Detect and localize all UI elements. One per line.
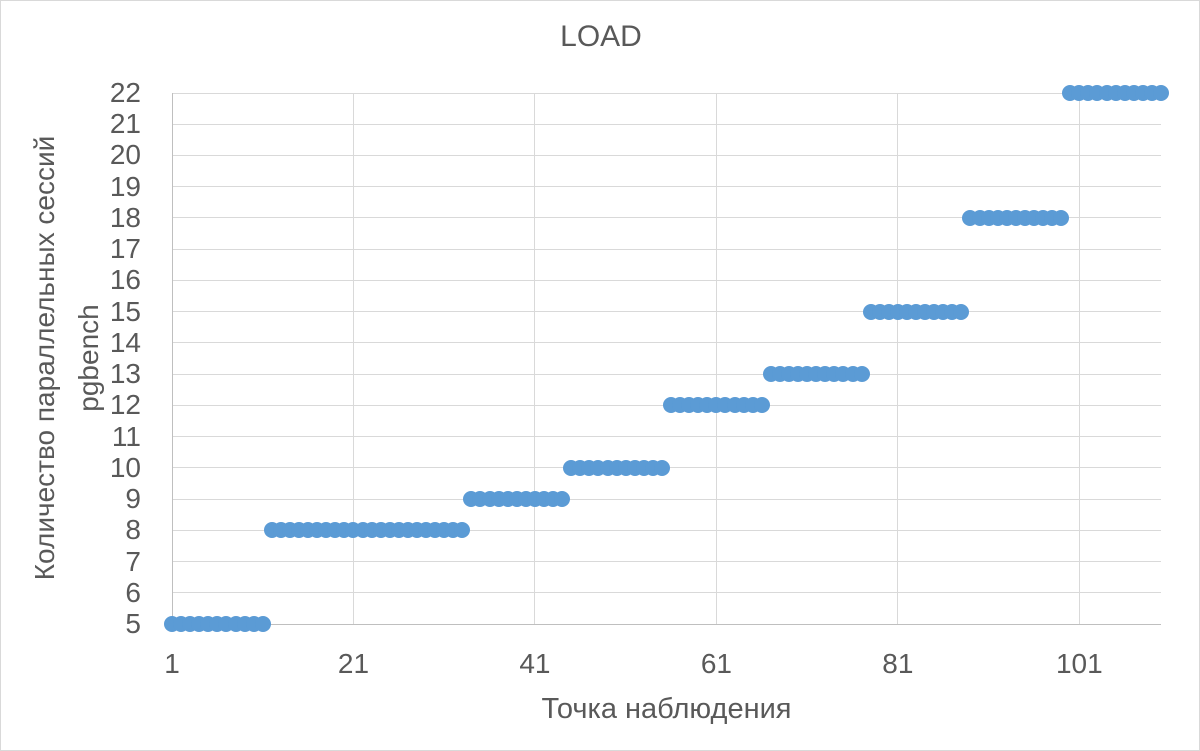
gridline-horizontal <box>172 186 1161 188</box>
data-point <box>753 397 770 414</box>
gridline-vertical <box>1078 93 1080 624</box>
y-tick-label: 13 <box>109 358 141 390</box>
y-tick-label: 19 <box>109 170 141 202</box>
y-tick-label: 10 <box>109 451 141 483</box>
gridline-horizontal <box>172 154 1161 156</box>
y-tick-label: 14 <box>109 326 141 358</box>
data-point <box>853 366 870 383</box>
y-tick-label: 22 <box>109 77 141 108</box>
gridline-vertical <box>352 93 354 624</box>
y-tick-label: 9 <box>125 483 141 515</box>
y-tick-label: 16 <box>109 264 141 296</box>
y-tick-label: 15 <box>109 295 141 327</box>
gridline-horizontal <box>172 592 1161 594</box>
data-point <box>653 459 670 476</box>
gridline-horizontal <box>172 92 1161 94</box>
x-tick-label: 21 <box>337 648 370 679</box>
gridline-horizontal <box>172 248 1161 250</box>
x-tick-label: 1 <box>164 648 180 679</box>
y-axis-line <box>171 93 173 625</box>
chart-title: LOAD <box>560 20 642 53</box>
x-tick-label: 41 <box>519 648 551 679</box>
gridline-vertical <box>715 93 717 624</box>
gridline-horizontal <box>172 279 1161 281</box>
gridline-horizontal <box>172 217 1161 219</box>
y-tick-label: 17 <box>109 233 141 265</box>
data-point <box>953 303 970 320</box>
gridline-horizontal <box>172 123 1161 125</box>
y-tick-label: 20 <box>109 139 141 171</box>
gridline-vertical <box>897 93 899 624</box>
gridline-vertical <box>534 93 536 624</box>
gridline-horizontal <box>172 373 1161 375</box>
x-tick-label: 61 <box>700 648 732 679</box>
gridline-horizontal <box>172 436 1161 438</box>
gridline-horizontal <box>172 529 1161 531</box>
data-point <box>1053 209 1070 226</box>
y-tick-label: 12 <box>109 389 141 421</box>
data-point <box>554 491 571 508</box>
data-point <box>454 522 471 539</box>
y-tick-label: 5 <box>125 608 141 639</box>
x-axis-title: Точка наблюдения <box>541 693 792 725</box>
y-tick-label: 6 <box>125 576 141 608</box>
x-tick-label: 81 <box>882 648 914 679</box>
gridline-horizontal <box>172 342 1161 344</box>
y-tick-label: 8 <box>125 514 141 546</box>
gridline-horizontal <box>172 561 1161 563</box>
gridline-horizontal <box>172 498 1161 500</box>
gridline-horizontal <box>172 311 1161 313</box>
data-point <box>254 616 271 632</box>
y-tick-label: 11 <box>111 420 141 452</box>
x-axis-line <box>172 623 1161 625</box>
y-tick-label: 21 <box>109 108 141 140</box>
data-point <box>1153 85 1169 101</box>
y-tick-label: 18 <box>109 201 141 233</box>
x-tick-label: 101 <box>1055 648 1103 679</box>
y-tick-label: 7 <box>125 545 141 577</box>
